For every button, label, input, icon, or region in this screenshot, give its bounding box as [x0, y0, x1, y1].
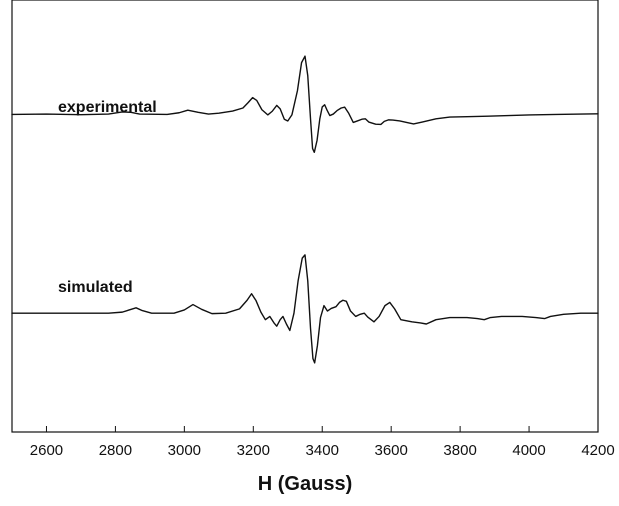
- x-tick-label: 4000: [512, 442, 545, 459]
- x-tick-label: 4200: [581, 442, 614, 459]
- annotation-experimental: experimental: [58, 99, 157, 116]
- x-tick-label: 3400: [306, 442, 339, 459]
- series-layer: [11, 55, 599, 364]
- x-tick-label: 3200: [237, 442, 270, 459]
- x-tick-label: 2800: [99, 442, 132, 459]
- annotation-simulated: simulated: [58, 279, 133, 296]
- x-tick-label: 3600: [374, 442, 407, 459]
- x-tick-label: 3000: [168, 442, 201, 459]
- x-axis-title: H (Gauss): [258, 473, 352, 495]
- series-line-simulated: [11, 254, 599, 364]
- x-tick-label: 3800: [443, 442, 476, 459]
- x-tick-label: 2600: [30, 442, 63, 459]
- x-axis-tick-labels: 2600 2800 3000 3200 3400 3600 3800 4000 4200: [30, 442, 615, 459]
- series-line-experimental: [11, 55, 599, 153]
- plot-frame: [11, 0, 599, 433]
- x-axis-ticks: [45, 426, 599, 432]
